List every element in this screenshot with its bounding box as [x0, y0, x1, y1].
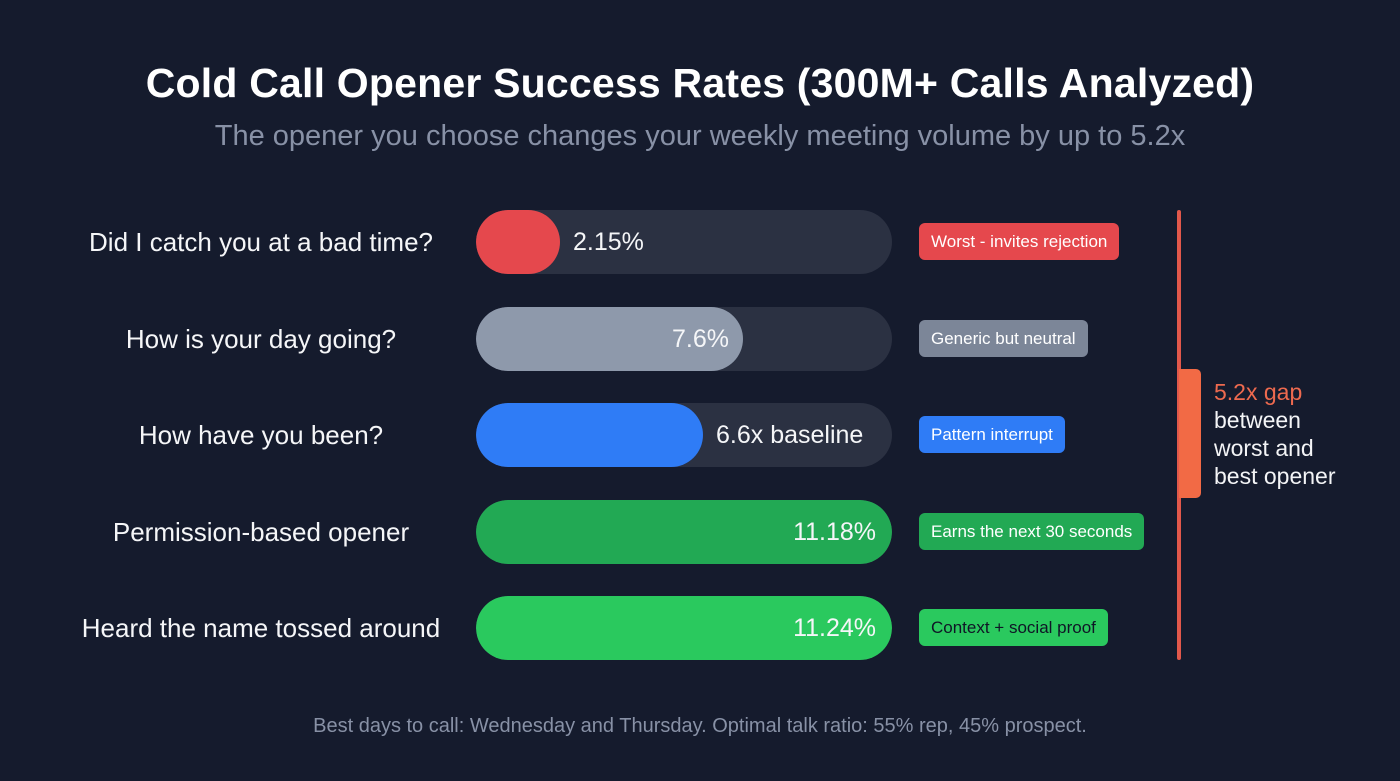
bar-track: 2.15%	[476, 210, 892, 274]
bar-row-permission: Permission-based opener 11.18% Earns the…	[0, 500, 1400, 564]
bar-row-have-you-been: How have you been? 6.6x baseline Pattern…	[0, 403, 1400, 467]
annotation-badge: Worst - invites rejection	[919, 223, 1120, 260]
annotation-badge: Context + social proof	[919, 609, 1108, 646]
bar-fill	[476, 210, 560, 274]
gap-text-line: best opener	[1214, 463, 1336, 489]
bar-track: 11.18%	[476, 500, 892, 564]
bar-value: 11.24%	[793, 614, 876, 642]
bar-value: 6.6x baseline	[716, 421, 864, 449]
bar-label: Permission-based opener	[112, 517, 410, 547]
bar-track: 11.24%	[476, 596, 892, 660]
annotation-badge: Earns the next 30 seconds	[919, 513, 1145, 550]
bar-track: 6.6x baseline	[476, 403, 892, 467]
bar-track: 7.6%	[476, 307, 892, 371]
bar-row-heard-name: Heard the name tossed around 11.24% Cont…	[0, 596, 1400, 660]
bar-fill	[476, 500, 892, 564]
bar-row-day-going: How is your day going? 7.6% Generic but …	[0, 307, 1400, 371]
annotation-badge: Generic but neutral	[919, 320, 1088, 357]
bar-label: How is your day going?	[125, 324, 397, 354]
bar-fill	[476, 596, 892, 660]
footnote: Best days to call: Wednesday and Thursda…	[313, 715, 1087, 737]
annotation-badge: Pattern interrupt	[919, 416, 1065, 453]
chart-subtitle: The opener you choose changes your weekl…	[214, 120, 1186, 152]
bar-value: 11.18%	[793, 518, 876, 546]
gap-annotation: 5.2x gap between worst and best opener	[1214, 378, 1394, 490]
gap-text-line: worst and	[1214, 435, 1314, 461]
bar-label: How have you been?	[138, 420, 384, 450]
bar-label: Did I catch you at a bad time?	[89, 227, 433, 257]
chart-title: Cold Call Opener Success Rates (300M+ Ca…	[145, 60, 1255, 106]
bar-row-bad-time: Did I catch you at a bad time? 2.15% Wor…	[0, 210, 1400, 274]
gap-bracket-marker	[1179, 369, 1201, 498]
gap-highlight: 5.2x gap	[1214, 379, 1303, 405]
bar-label: Heard the name tossed around	[81, 613, 441, 643]
bar-fill	[476, 307, 743, 371]
gap-text-line: between	[1214, 407, 1301, 433]
bar-value: 2.15%	[573, 228, 644, 256]
bar-fill	[476, 403, 703, 467]
bar-value: 7.6%	[672, 325, 729, 353]
